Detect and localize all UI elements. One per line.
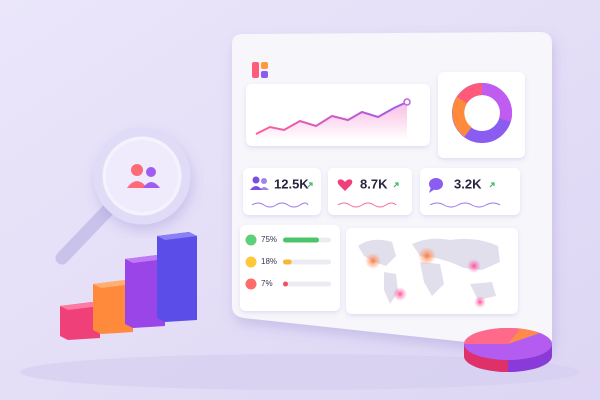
- pie-coin: [463, 327, 552, 372]
- bar: [283, 259, 292, 265]
- bar: [283, 281, 288, 287]
- up-arrows: [307, 182, 495, 188]
- map-hotspots: [365, 247, 486, 308]
- bar-blocks: [60, 232, 197, 340]
- sparklines: [251, 202, 501, 208]
- stat-card: [243, 168, 321, 215]
- point: [403, 98, 411, 106]
- sentiment-label: 7%: [261, 279, 273, 288]
- emoji: [245, 278, 257, 290]
- floor-shadow: [20, 354, 580, 390]
- bar-track: [283, 259, 331, 265]
- emoji: [245, 256, 257, 268]
- sentiment-label: 75%: [261, 235, 277, 244]
- sentiment-card: [240, 225, 340, 311]
- donut: [452, 82, 513, 143]
- area: [256, 102, 407, 140]
- chat-icon: [429, 178, 443, 193]
- stat-card: [328, 168, 412, 215]
- sentiment-list: 75% 18% 7%: [245, 234, 331, 290]
- trend-line: [255, 101, 408, 135]
- users-icon: [250, 176, 269, 190]
- stat-value: 3.2K: [454, 176, 482, 191]
- sentiment-label: 18%: [261, 257, 277, 266]
- bar-track: [283, 281, 331, 287]
- logo: [252, 62, 268, 78]
- stat-value: 12.5K: [274, 176, 309, 191]
- emoji: [245, 234, 257, 246]
- bar: [283, 237, 319, 243]
- stat-card: [420, 168, 520, 215]
- stat-value: 8.7K: [360, 176, 388, 191]
- heart-icon: [337, 179, 353, 191]
- magnifier: [55, 127, 191, 265]
